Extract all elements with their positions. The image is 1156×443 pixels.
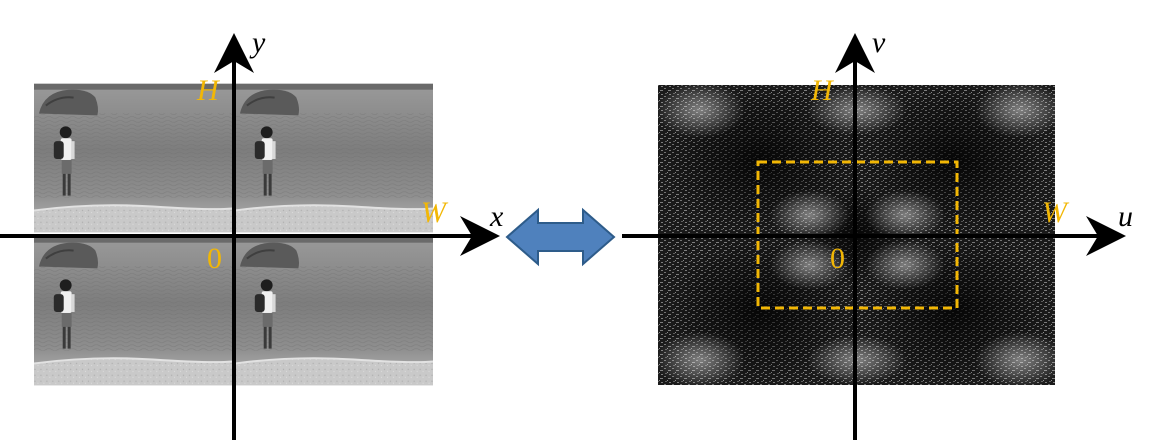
image-tile-top-right — [235, 83, 433, 233]
left-height-label: H — [196, 74, 221, 107]
image-tile-bottom-left — [34, 236, 232, 386]
left-origin-label: 0 — [207, 242, 222, 275]
right-origin-label: 0 — [830, 242, 845, 275]
x-axis-label: x — [489, 200, 504, 233]
right-width-label: W — [1042, 196, 1070, 229]
image-tile-bottom-right — [235, 236, 433, 386]
v-axis-label: v — [872, 26, 886, 59]
right-height-label: H — [810, 74, 835, 107]
y-axis-label: y — [249, 26, 266, 59]
u-axis-label: u — [1118, 200, 1133, 233]
left-width-label: W — [421, 196, 449, 229]
spatial-axes — [0, 33, 500, 440]
double-arrow-icon — [505, 207, 616, 267]
frequency-axes — [622, 33, 1126, 440]
